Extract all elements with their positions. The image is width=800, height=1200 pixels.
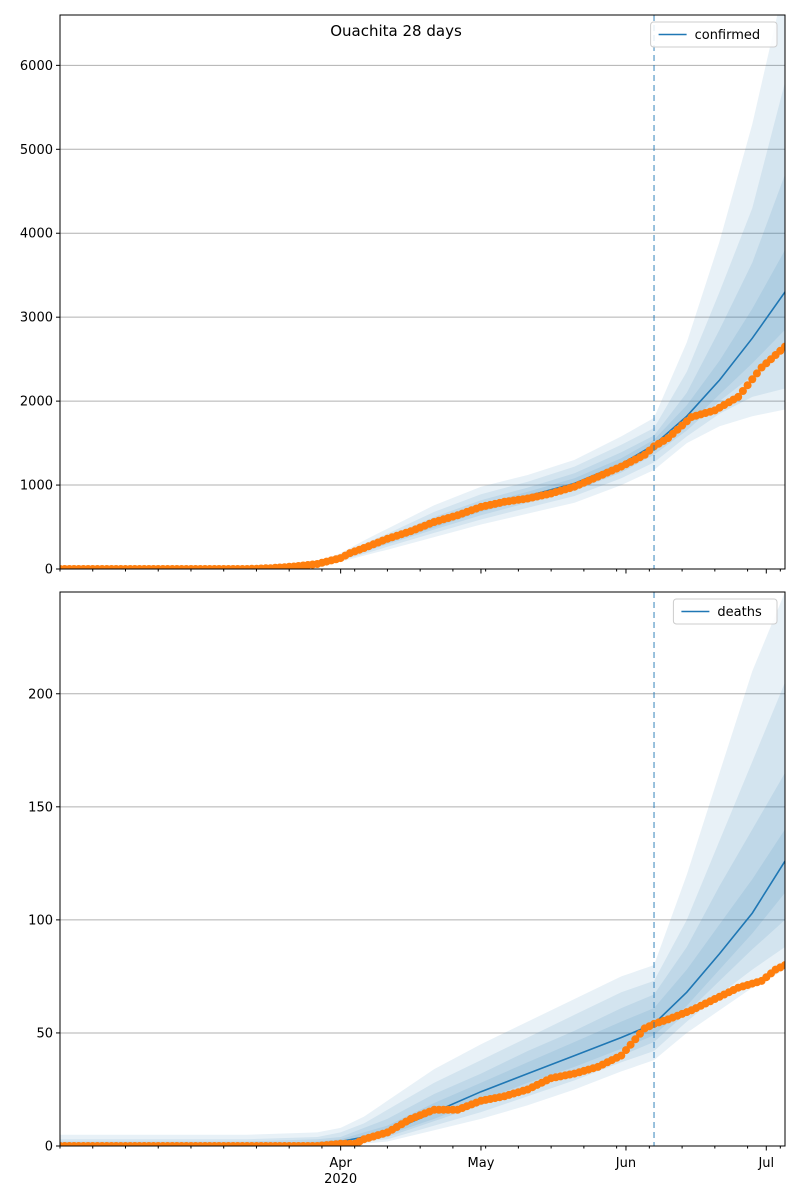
x-tick-label: May: [468, 1156, 495, 1171]
legend-box: [650, 21, 778, 48]
x-tick-sublabel: 2020: [324, 1172, 357, 1187]
uncertainty-band-1: [60, 592, 785, 1146]
y-tick-label: 150: [28, 800, 53, 815]
uncertainty-band-1: [60, 15, 785, 569]
confirmed-panel: 0 1000 2000 3000 4000 5000 6000 confirmed: [20, 14, 786, 578]
plot-area: [60, 15, 785, 569]
uncertainty-band-2: [60, 682, 785, 1146]
y-tick-label: 100: [28, 913, 53, 928]
y-tick-label: 200: [28, 687, 53, 702]
observed-point: [743, 381, 752, 390]
plot-area: [60, 592, 785, 1146]
observed-point: [748, 375, 757, 384]
y-tick-label: 50: [36, 1026, 53, 1041]
plot-frame: [59, 14, 786, 570]
observed-point: [622, 1046, 630, 1055]
chart-title: Ouachita 28 days: [330, 22, 462, 40]
observed-point: [781, 961, 785, 970]
y-tick-label: 0: [45, 1140, 53, 1155]
uncertainty-band-2: [60, 82, 785, 569]
y-tick-label: 1000: [20, 479, 53, 494]
observed-point: [617, 1051, 626, 1060]
y-tick-label: 3000: [20, 311, 53, 326]
y-tick-label: 4000: [20, 227, 53, 242]
observed-point: [734, 392, 743, 401]
y-tick-label: 6000: [20, 59, 53, 74]
y-tick-label: 5000: [20, 143, 53, 158]
observed-point: [631, 1035, 640, 1044]
observed-point: [781, 342, 785, 351]
x-tick-label: Apr: [329, 1156, 352, 1171]
legend-label: confirmed: [695, 28, 761, 43]
uncertainty-band-3: [60, 174, 785, 569]
y-tick-label: 0: [45, 563, 53, 578]
observed-point: [738, 387, 747, 395]
observed-point: [752, 369, 761, 378]
plot-frame: [59, 591, 786, 1147]
observed-point: [636, 1029, 644, 1038]
y-tick-label: 2000: [20, 395, 53, 410]
legend-box: [672, 598, 778, 625]
observed-point: [626, 1040, 635, 1049]
uncertainty-band-3: [60, 772, 785, 1146]
legend: confirmed: [650, 21, 778, 48]
x-tick-label: Jul: [757, 1156, 774, 1171]
x-tick-label: Jun: [615, 1156, 636, 1171]
legend-label: deaths: [717, 605, 762, 620]
legend: deaths: [672, 598, 778, 625]
